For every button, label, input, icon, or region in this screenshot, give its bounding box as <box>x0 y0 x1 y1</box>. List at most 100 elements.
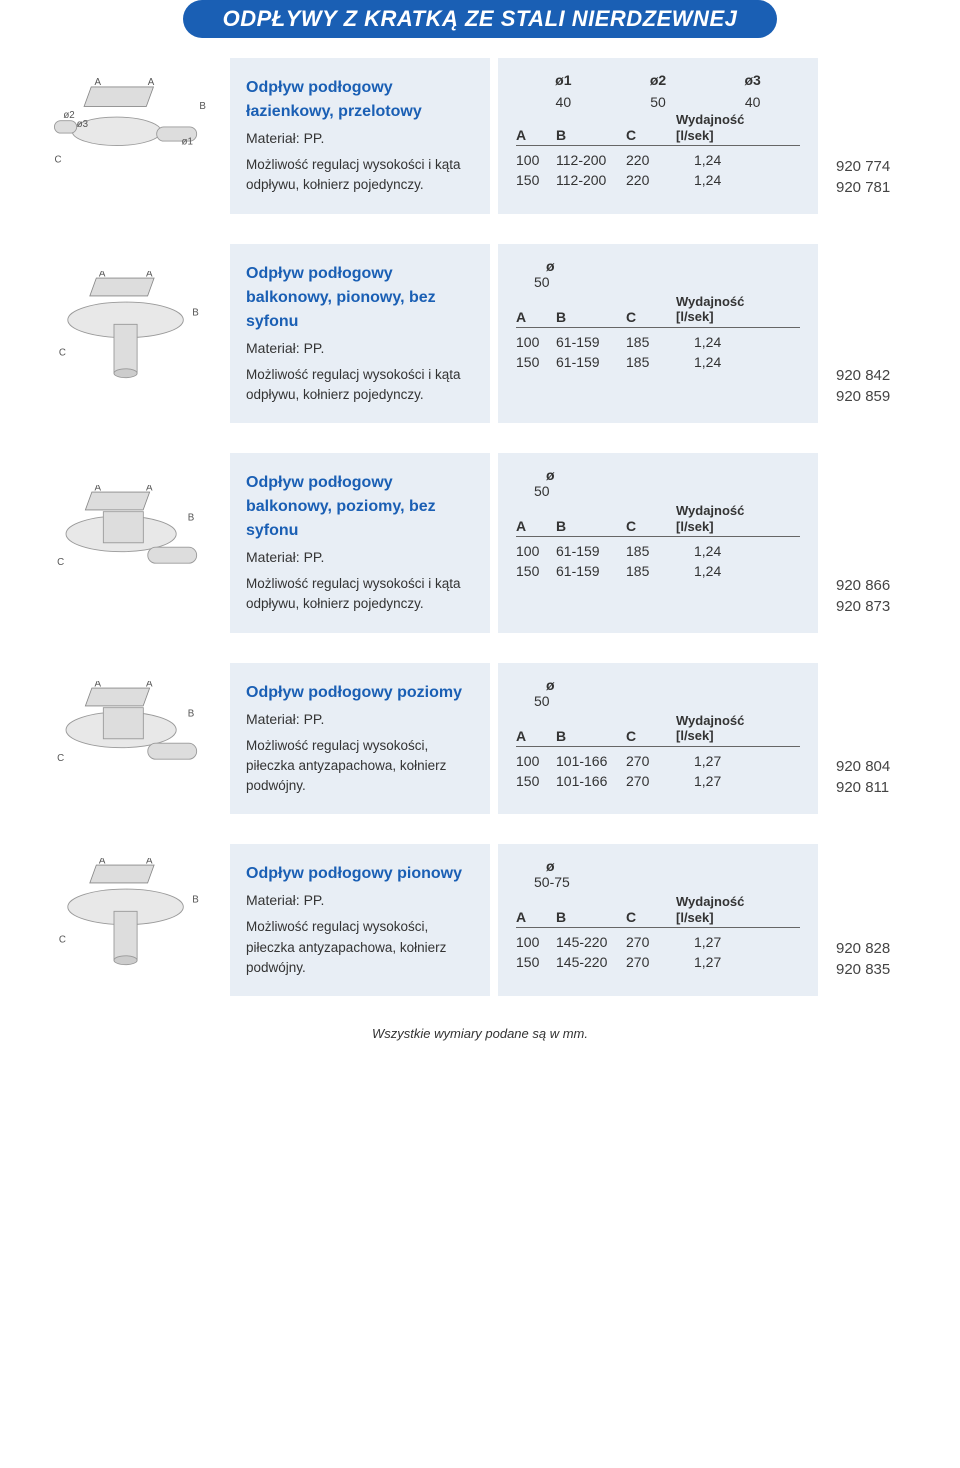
diameter-header: ø <box>516 677 800 693</box>
codes-cell: 920 804920 811 <box>818 663 930 815</box>
diameter-header: ø1 ø2 ø3 <box>516 72 800 88</box>
data-cell: ø 50 A B C Wydajność[l/sek] 100 101-166 … <box>498 663 818 815</box>
cell-a: 100 <box>516 152 556 168</box>
data-table: ø 50-75 A B C Wydajność[l/sek] 100 145-2… <box>516 858 800 970</box>
diagram-cell: AA B C <box>30 844 230 996</box>
svg-text:ø3: ø3 <box>77 119 88 130</box>
svg-text:C: C <box>54 154 61 165</box>
svg-text:B: B <box>192 307 199 318</box>
column-header: A B C Wydajność[l/sek] <box>516 503 800 537</box>
product-code: 920 842 <box>836 367 930 384</box>
product-code: 920 835 <box>836 961 930 978</box>
table-row: 100 101-166 270 1,27 <box>516 753 800 769</box>
svg-text:A: A <box>146 271 153 279</box>
page-banner: ODPŁYWY Z KRATKĄ ZE STALI NIERDZEWNEJ <box>183 0 778 38</box>
product-description: Możliwość regulacj wysokości i kąta odpł… <box>246 574 474 615</box>
cell-b: 61-159 <box>556 543 626 559</box>
data-table: ø 50 A B C Wydajność[l/sek] 100 101-166 … <box>516 677 800 789</box>
description-cell: Odpływ podłogowy poziomy Materiał: PP. M… <box>230 663 490 815</box>
cell-a: 100 <box>516 934 556 950</box>
table-row: 150 61-159 185 1,24 <box>516 563 800 579</box>
svg-text:B: B <box>188 708 195 719</box>
product-material: Materiał: PP. <box>246 338 474 359</box>
cell-w: 1,24 <box>676 334 800 350</box>
cell-b: 145-220 <box>556 954 626 970</box>
cell-a: 100 <box>516 543 556 559</box>
svg-text:A: A <box>148 78 155 88</box>
product-code: 920 774 <box>836 158 930 175</box>
cell-c: 270 <box>626 934 676 950</box>
svg-text:C: C <box>57 753 64 764</box>
diameter-values: 50 <box>516 483 800 499</box>
data-cell: ø 50-75 A B C Wydajność[l/sek] 100 145-2… <box>498 844 818 996</box>
cell-a: 150 <box>516 354 556 370</box>
cell-c: 185 <box>626 354 676 370</box>
product-title: Odpływ podłogowy poziomy <box>246 681 474 705</box>
svg-text:A: A <box>99 858 106 866</box>
product-description: Możliwość regulacj wysokości, piłeczka a… <box>246 736 474 797</box>
product-row: A A B C Odpływ podłogowy balkonowy, piono… <box>30 244 930 424</box>
product-title: Odpływ podłogowy balkonowy, pionowy, bez… <box>246 262 474 334</box>
cell-b: 112-200 <box>556 152 626 168</box>
product-material: Materiał: PP. <box>246 709 474 730</box>
cell-w: 1,27 <box>676 954 800 970</box>
product-code: 920 866 <box>836 577 930 594</box>
cell-b: 112-200 <box>556 172 626 188</box>
product-code: 920 873 <box>836 598 930 615</box>
cell-a: 100 <box>516 753 556 769</box>
product-code: 920 828 <box>836 940 930 957</box>
cell-b: 101-166 <box>556 753 626 769</box>
page: ODPŁYWY Z KRATKĄ ZE STALI NIERDZEWNEJ AA… <box>0 0 960 1071</box>
cell-w: 1,27 <box>676 773 800 789</box>
cell-w: 1,24 <box>676 354 800 370</box>
table-row: 150 61-159 185 1,24 <box>516 354 800 370</box>
diagram-cell: AA B C <box>30 453 230 633</box>
diameter-values: 40 50 40 <box>516 94 800 110</box>
svg-text:ø2: ø2 <box>63 110 74 121</box>
cell-a: 150 <box>516 773 556 789</box>
svg-text:C: C <box>59 347 66 358</box>
table-row: 150 101-166 270 1,27 <box>516 773 800 789</box>
cell-a: 150 <box>516 563 556 579</box>
data-table: ø1 ø2 ø3 40 50 40 A B C Wydajność[l/sek]… <box>516 72 800 188</box>
diameter-header: ø <box>516 467 800 483</box>
svg-text:B: B <box>199 101 206 112</box>
table-row: 100 145-220 270 1,27 <box>516 934 800 950</box>
cell-c: 185 <box>626 543 676 559</box>
codes-cell: 920 842920 859 <box>818 244 930 424</box>
cell-b: 61-159 <box>556 334 626 350</box>
product-title: Odpływ podłogowy pionowy <box>246 862 474 886</box>
cell-b: 145-220 <box>556 934 626 950</box>
column-header: A B C Wydajność[l/sek] <box>516 112 800 146</box>
svg-text:A: A <box>146 681 153 689</box>
product-code: 920 781 <box>836 179 930 196</box>
product-diagram: AA B C <box>50 681 210 797</box>
diameter-header: ø <box>516 858 800 874</box>
product-title: Odpływ podłogowy łazienkowy, przelotowy <box>246 76 474 124</box>
data-cell: ø1 ø2 ø3 40 50 40 A B C Wydajność[l/sek]… <box>498 58 818 214</box>
cell-w: 1,24 <box>676 172 800 188</box>
diameter-header: ø <box>516 258 800 274</box>
product-row: AA B C Odpływ podłogowy pionowy Materiał… <box>30 844 930 996</box>
diameter-values: 50 <box>516 274 800 290</box>
cell-c: 270 <box>626 753 676 769</box>
cell-a: 150 <box>516 172 556 188</box>
cell-w: 1,27 <box>676 753 800 769</box>
cell-w: 1,24 <box>676 152 800 168</box>
svg-text:A: A <box>146 858 153 866</box>
cell-c: 270 <box>626 954 676 970</box>
product-title: Odpływ podłogowy balkonowy, poziomy, bez… <box>246 471 474 543</box>
cell-b: 61-159 <box>556 563 626 579</box>
cell-w: 1,27 <box>676 934 800 950</box>
product-row: AA B C Odpływ podłogowy balkonowy, pozio… <box>30 453 930 633</box>
product-diagram: A A B C <box>50 271 210 395</box>
cell-c: 185 <box>626 563 676 579</box>
cell-w: 1,24 <box>676 563 800 579</box>
column-header: A B C Wydajność[l/sek] <box>516 713 800 747</box>
diameter-values: 50-75 <box>516 874 800 890</box>
product-description: Możliwość regulacj wysokości i kąta odpł… <box>246 155 474 196</box>
svg-text:A: A <box>146 485 153 493</box>
cell-a: 150 <box>516 954 556 970</box>
product-description: Możliwość regulacj wysokości, piłeczka a… <box>246 917 474 978</box>
svg-text:A: A <box>99 271 106 279</box>
